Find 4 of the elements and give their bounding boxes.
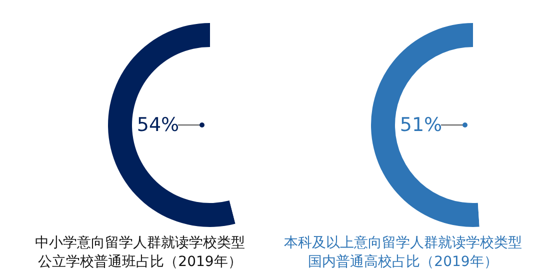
data-label: 51% (400, 114, 442, 136)
data-label: 54% (136, 114, 180, 136)
text: 本科及以上意向留学人群就读学校类型国内普通高校占比（2019年） (283, 234, 523, 271)
text: 中小学意向留学人群就读学校类型公立学校普通班占比（2019年） (34, 234, 246, 271)
